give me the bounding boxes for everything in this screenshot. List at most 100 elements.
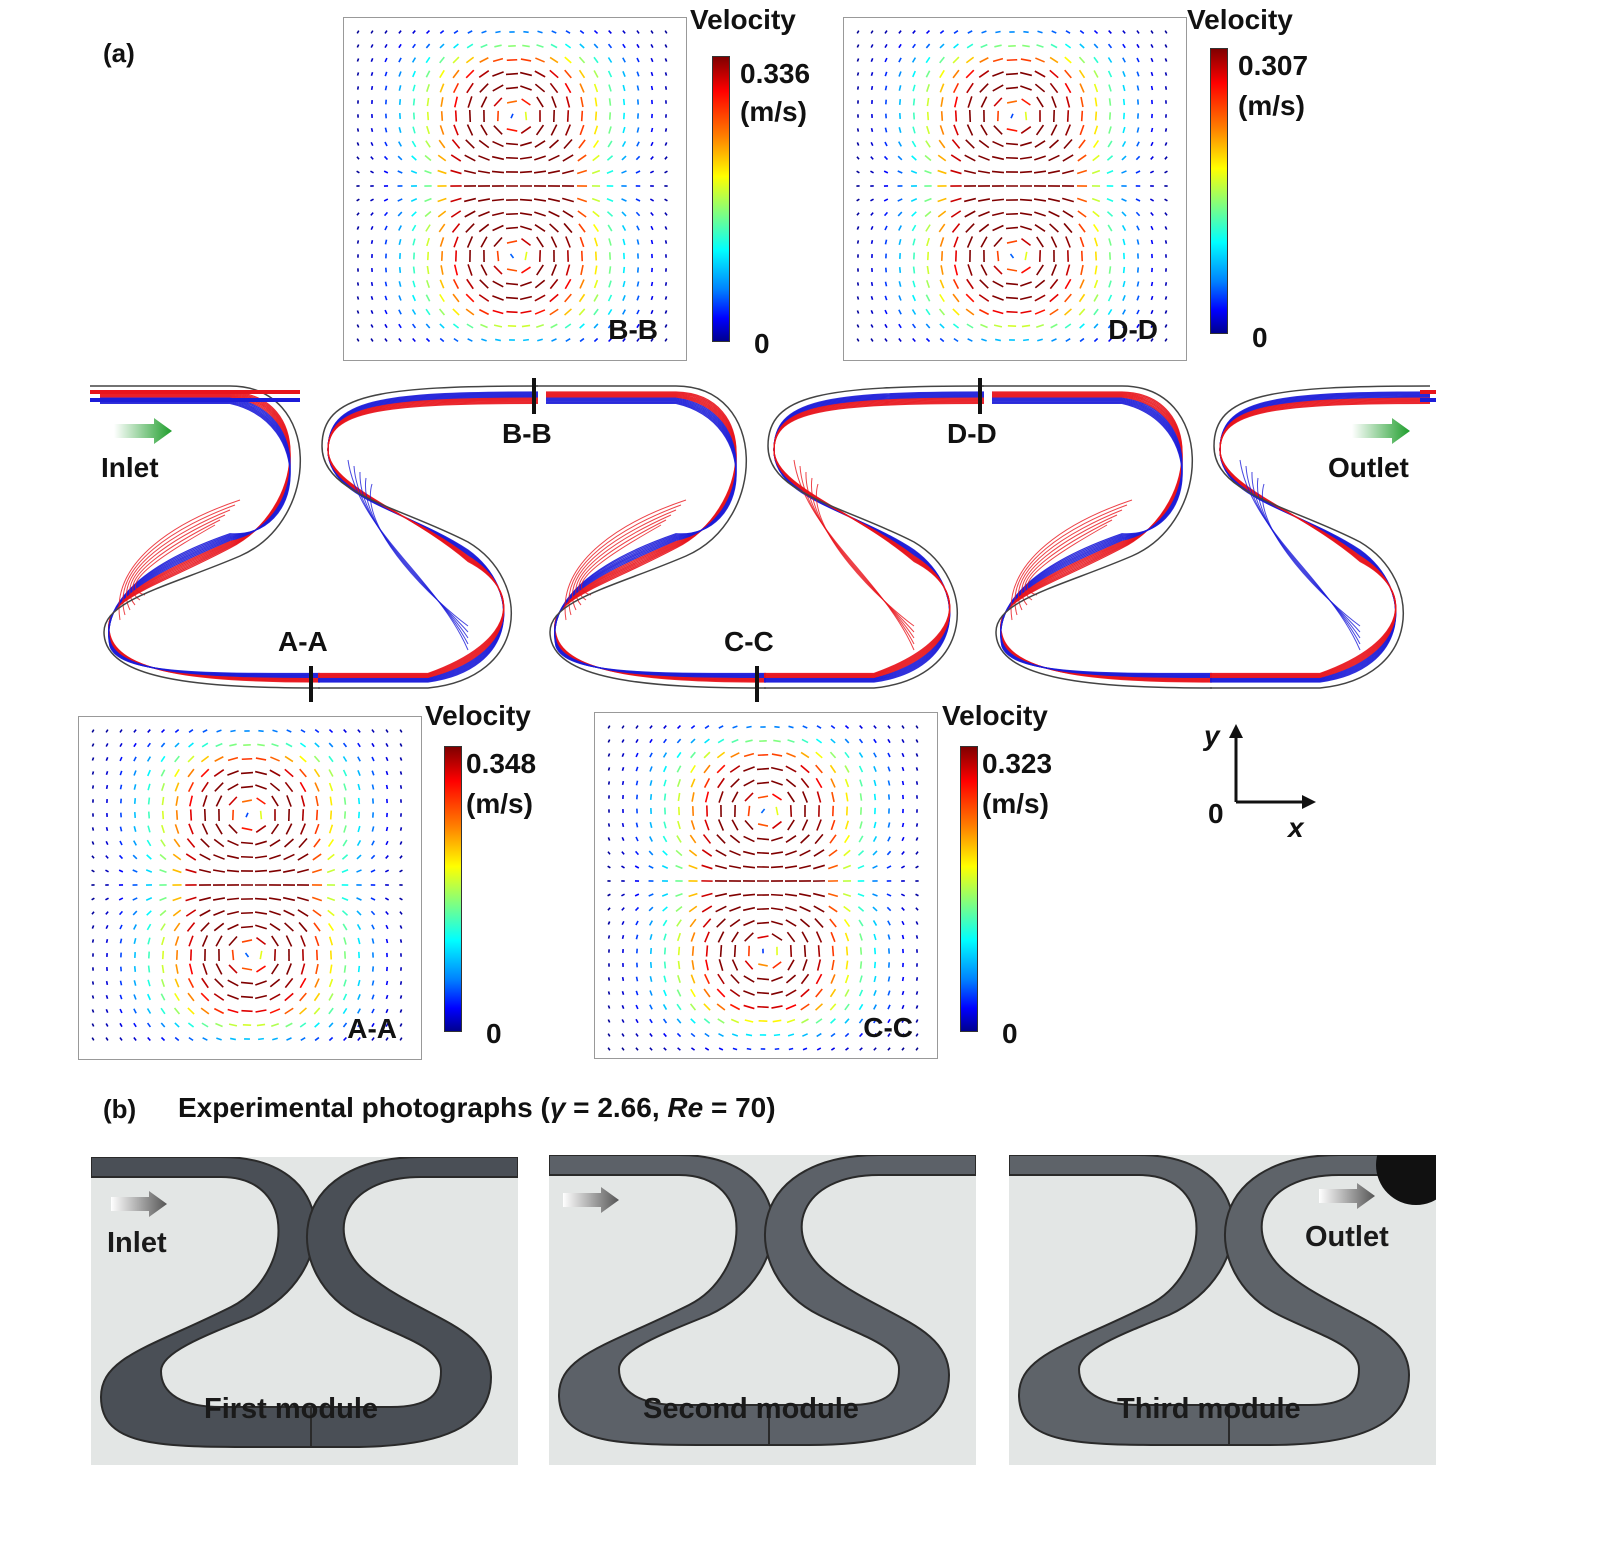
velocity-vector — [950, 169, 962, 175]
velocity-vector — [743, 766, 755, 772]
velocity-vector — [785, 765, 797, 773]
velocity-vector — [1065, 30, 1071, 34]
velocity-vector — [119, 840, 123, 846]
velocity-vector — [160, 993, 166, 1001]
velocity-vector — [578, 56, 586, 64]
velocity-vector — [856, 142, 860, 146]
velocity-vector — [1122, 266, 1126, 274]
velocity-vector — [816, 725, 822, 729]
velocity-vector — [227, 1008, 239, 1014]
velocity-vector — [636, 127, 640, 133]
velocity-vector — [649, 752, 653, 758]
velocity-vector — [813, 905, 825, 913]
streamline — [1210, 402, 1431, 675]
velocity-vector — [900, 865, 906, 869]
velocity-vector — [1033, 170, 1047, 174]
velocity-vector — [327, 909, 335, 917]
velocity-vector — [926, 111, 930, 121]
velocity-vector — [91, 1037, 95, 1041]
velocity-vector — [240, 785, 254, 789]
velocity-vector — [1019, 198, 1033, 202]
velocity-vector — [385, 826, 389, 832]
velocity-vector — [844, 765, 850, 773]
photo-third-module: Outlet Third module — [1009, 1155, 1436, 1465]
channel-photo-shape — [549, 1155, 775, 1446]
velocity-vector — [1150, 127, 1154, 133]
velocity-vector — [356, 226, 360, 230]
velocity-vector — [910, 170, 918, 174]
velocity-vector — [898, 323, 902, 329]
velocity-vector — [1093, 323, 1099, 329]
velocity-vector — [1005, 142, 1019, 146]
velocity-vector — [887, 794, 891, 800]
velocity-vector — [690, 820, 696, 830]
velocity-vector — [901, 850, 905, 856]
velocity-vector — [648, 893, 654, 897]
velocity-vector — [453, 96, 459, 108]
velocity-vector — [1122, 30, 1126, 34]
velocity-vector — [133, 938, 137, 944]
velocity-vector — [690, 764, 696, 774]
velocity-vector — [1122, 57, 1126, 63]
velocity-vector — [901, 920, 905, 926]
velocity-vector — [911, 323, 917, 329]
velocity-vector — [226, 910, 240, 916]
velocity-vector — [676, 1032, 682, 1038]
velocity-vector — [873, 975, 877, 983]
velocity-vector — [965, 223, 975, 233]
velocity-vector — [953, 236, 959, 248]
velocity-vector — [478, 139, 490, 149]
velocity-vector — [1078, 69, 1086, 79]
velocity-vector — [356, 324, 360, 328]
velocity-vector — [856, 128, 860, 132]
velocity-vector — [770, 865, 784, 869]
velocity-vector — [621, 1019, 625, 1023]
velocity-vector — [607, 991, 611, 995]
streamline — [793, 459, 915, 651]
velocity-vector — [312, 853, 322, 861]
velocity-vector — [1107, 43, 1113, 49]
velocity-vector — [118, 854, 124, 860]
velocity-vector — [549, 278, 559, 290]
velocity-vector — [213, 838, 225, 848]
velocity-vector — [536, 44, 544, 48]
velocity-vector — [371, 840, 375, 846]
velocity-vector — [384, 281, 388, 287]
velocity-vector — [1024, 251, 1028, 261]
velocity-vector — [450, 197, 462, 203]
outlet-arrow-icon — [1352, 418, 1410, 444]
velocity-vector — [342, 839, 348, 847]
velocity-vector — [870, 156, 874, 160]
velocity-vector — [966, 43, 974, 49]
velocity-vector — [1065, 337, 1071, 343]
velocity-vector — [133, 729, 137, 733]
velocity-vector — [937, 169, 947, 175]
velocity-vector — [1019, 170, 1033, 174]
velocity-vector — [385, 994, 389, 1000]
velocity-vector — [451, 139, 461, 149]
velocity-vector — [901, 836, 905, 842]
velocity-vector — [118, 897, 124, 901]
streamline — [318, 385, 539, 689]
velocity-vector — [802, 1033, 808, 1037]
velocity-vector — [438, 223, 446, 233]
velocity-vector — [187, 992, 195, 1002]
velocity-vector — [1034, 70, 1046, 78]
velocity-vector — [897, 155, 903, 161]
velocity-vector — [676, 751, 682, 759]
velocity-vector — [756, 851, 770, 855]
velocity-vector — [357, 994, 361, 1000]
velocity-vector — [1048, 210, 1060, 218]
velocity-vector — [649, 990, 653, 996]
velocity-vector — [661, 865, 669, 869]
velocity-vector — [228, 796, 238, 806]
channel-photo-shape — [1223, 1155, 1436, 1446]
velocity-vector — [175, 796, 179, 806]
velocity-vector — [241, 1009, 253, 1013]
velocity-vector — [967, 264, 973, 276]
velocity-vector — [770, 990, 784, 996]
velocity-vector — [189, 809, 193, 821]
velocity-vector — [649, 170, 655, 174]
velocity-vector — [579, 30, 585, 34]
velocity-vector — [161, 824, 165, 834]
